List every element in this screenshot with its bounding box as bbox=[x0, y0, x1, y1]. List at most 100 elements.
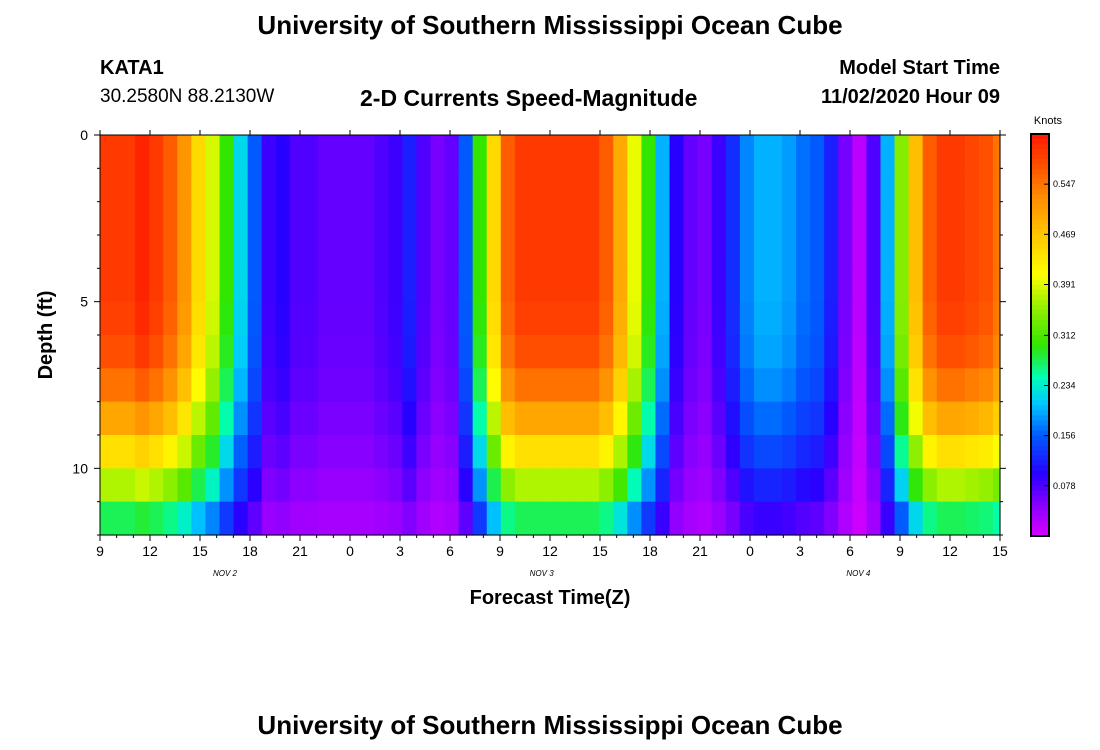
heatmap-cell bbox=[121, 201, 136, 236]
x-tick-label: 6 bbox=[846, 543, 854, 559]
heatmap-cell bbox=[430, 235, 446, 269]
heatmap-cell bbox=[542, 201, 558, 236]
heatmap-cell bbox=[528, 235, 544, 269]
heatmap-cell bbox=[838, 335, 853, 369]
heatmap-cell bbox=[416, 168, 432, 203]
heatmap-cell bbox=[964, 401, 980, 436]
heatmap-cell bbox=[163, 368, 178, 403]
heatmap-cell bbox=[796, 268, 811, 303]
heatmap-cell bbox=[922, 368, 938, 403]
heatmap-cell bbox=[233, 268, 249, 303]
heatmap-cell bbox=[317, 201, 333, 236]
heatmap-cell bbox=[289, 301, 305, 336]
heatmap-cell bbox=[275, 235, 291, 269]
heatmap-cell bbox=[669, 168, 685, 203]
heatmap-cell bbox=[261, 268, 277, 303]
y-tick-label: 5 bbox=[80, 294, 88, 310]
heatmap-cell bbox=[557, 301, 572, 336]
colorbar-segment bbox=[1031, 224, 1049, 231]
heatmap-cell bbox=[683, 335, 699, 369]
heatmap-cell bbox=[627, 435, 642, 469]
heatmap-cell bbox=[627, 301, 642, 336]
heatmap-cell bbox=[289, 401, 305, 436]
heatmap-cell bbox=[557, 168, 572, 203]
heatmap-cell bbox=[416, 468, 432, 503]
heatmap-cell bbox=[557, 335, 572, 369]
heatmap-cell bbox=[135, 368, 150, 403]
heatmap-cell bbox=[866, 501, 882, 536]
colorbar-segment bbox=[1031, 415, 1049, 422]
heatmap-cell bbox=[472, 168, 488, 203]
heatmap-cell bbox=[697, 435, 713, 469]
heatmap-cell bbox=[402, 135, 417, 169]
heatmap-cell bbox=[542, 501, 558, 536]
heatmap-cell bbox=[205, 135, 221, 169]
heatmap-cell bbox=[360, 168, 375, 203]
colorbar-segment bbox=[1031, 530, 1049, 537]
heatmap-cell bbox=[613, 235, 628, 269]
heatmap-cell bbox=[978, 268, 994, 303]
heatmap-cell bbox=[514, 168, 530, 203]
heatmap-cell bbox=[782, 501, 797, 536]
heatmap-cell bbox=[796, 501, 811, 536]
heatmap-cell bbox=[430, 135, 446, 169]
heatmap-cell bbox=[585, 168, 600, 203]
heatmap-cell bbox=[100, 168, 108, 203]
heatmap-cell bbox=[163, 268, 178, 303]
heatmap-cell bbox=[950, 235, 966, 269]
heatmap-cell bbox=[838, 301, 853, 336]
heatmap-cell bbox=[275, 335, 291, 369]
heatmap-cell bbox=[486, 301, 502, 336]
x-tick-label: 0 bbox=[346, 543, 354, 559]
heatmap-cell bbox=[880, 401, 896, 436]
heatmap-cell bbox=[880, 135, 896, 169]
heatmap-cell bbox=[810, 368, 825, 403]
colorbar-segment bbox=[1031, 229, 1049, 236]
heatmap-cell bbox=[191, 235, 207, 269]
heatmap-cell bbox=[950, 135, 966, 169]
heatmap-cell bbox=[613, 435, 628, 469]
heatmap-cell bbox=[163, 335, 178, 369]
heatmap-cell bbox=[964, 235, 980, 269]
heatmap-cell bbox=[430, 268, 446, 303]
heatmap-cell bbox=[796, 335, 811, 369]
heatmap-cell bbox=[950, 501, 966, 536]
heatmap-cell bbox=[388, 168, 403, 203]
heatmap-cell bbox=[107, 268, 122, 303]
heatmap-cell bbox=[247, 235, 263, 269]
heatmap-cell bbox=[303, 135, 319, 169]
heatmap-cell bbox=[585, 435, 600, 469]
heatmap-cell bbox=[360, 301, 375, 336]
heatmap-cell bbox=[585, 401, 600, 436]
heatmap-cell bbox=[641, 435, 657, 469]
heatmap-cell bbox=[374, 168, 389, 203]
colorbar-segment bbox=[1031, 340, 1049, 346]
heatmap-cell bbox=[247, 401, 263, 436]
heatmap-cell bbox=[107, 301, 122, 336]
heatmap-cell bbox=[557, 368, 572, 403]
heatmap-cell bbox=[444, 335, 460, 369]
colorbar-segment bbox=[1031, 475, 1049, 482]
x-tick-label: 6 bbox=[446, 543, 454, 559]
heatmap-cell bbox=[908, 135, 924, 169]
heatmap-cell bbox=[922, 235, 938, 269]
heatmap-cell bbox=[810, 268, 825, 303]
heatmap-cell bbox=[824, 268, 839, 303]
x-tick-label: 0 bbox=[746, 543, 754, 559]
x-tick-label: 12 bbox=[942, 543, 958, 559]
heatmap-cell bbox=[191, 168, 207, 203]
colorbar-segment bbox=[1031, 179, 1049, 185]
heatmap-cell bbox=[163, 501, 178, 536]
colorbar-tick-label: 0.234 bbox=[1053, 380, 1076, 390]
heatmap-cell bbox=[486, 135, 502, 169]
heatmap-cell bbox=[866, 435, 882, 469]
heatmap-cell bbox=[585, 268, 600, 303]
heatmap-cell bbox=[317, 168, 333, 203]
heatmap-cell bbox=[725, 368, 741, 403]
heatmap-cell bbox=[697, 501, 713, 536]
heatmap-cell bbox=[303, 168, 319, 203]
heatmap-cell bbox=[810, 235, 825, 269]
heatmap-cell bbox=[430, 335, 446, 369]
heatmap-cell bbox=[121, 301, 136, 336]
heatmap-cell bbox=[346, 235, 361, 269]
